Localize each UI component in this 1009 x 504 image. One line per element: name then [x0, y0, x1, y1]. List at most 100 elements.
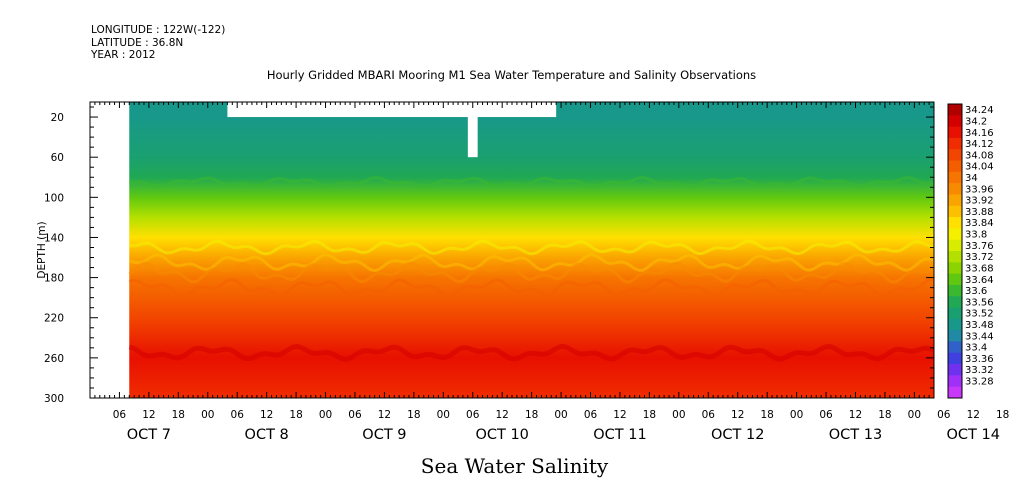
x-hour-label: 00 — [908, 409, 921, 421]
y-axis-label: DEPTH (m) — [36, 221, 48, 278]
x-date-label: OCT 11 — [593, 427, 646, 443]
colorbar-label: 34.2 — [965, 116, 987, 127]
colorbar-swatch — [948, 341, 962, 354]
colorbar-swatch — [948, 375, 962, 388]
colorbar-swatch — [948, 115, 962, 128]
colorbar-label: 33.36 — [965, 354, 994, 365]
colorbar-label: 34.16 — [965, 128, 994, 139]
isohaline-contour — [129, 253, 934, 273]
colorbar-label: 34 — [965, 173, 978, 184]
x-hour-label: 00 — [201, 409, 214, 421]
x-hour-label: 00 — [554, 409, 567, 421]
x-hour-label: 06 — [231, 409, 245, 421]
y-tick-label: 20 — [51, 112, 64, 124]
x-date-label: OCT 12 — [711, 427, 764, 443]
colorbar-swatch — [948, 330, 962, 342]
colorbar-swatch — [948, 251, 962, 263]
x-hour-label: 12 — [260, 409, 273, 421]
colorbar-swatch — [948, 126, 962, 139]
x-hour-label: 18 — [407, 409, 420, 421]
x-hour-label: 12 — [849, 409, 862, 421]
isohaline-waves — [128, 175, 934, 362]
colorbar-label: 33.84 — [965, 218, 994, 229]
colorbar-label: 34.04 — [965, 162, 994, 173]
colorbar-swatch — [948, 352, 962, 365]
colorbar-swatch — [948, 273, 962, 286]
isohaline-contour — [129, 175, 934, 189]
colorbar-swatch — [948, 137, 962, 150]
colorbar-swatch — [948, 307, 962, 320]
y-tick-label: 300 — [44, 393, 64, 405]
isohaline-contour — [128, 343, 934, 362]
colorbar-label: 33.56 — [965, 297, 994, 308]
y-tick-label: 260 — [44, 353, 64, 365]
x-hour-label: 12 — [731, 409, 744, 421]
colorbar-label: 33.88 — [965, 207, 994, 218]
salinity-field — [129, 102, 934, 398]
x-hour-label: 18 — [878, 409, 891, 421]
colorbar-swatch — [948, 296, 962, 309]
isohaline-contour — [128, 261, 934, 284]
colorbar-label: 33.76 — [965, 241, 994, 252]
x-hour-label: 12 — [495, 409, 508, 421]
colorbar-swatch — [948, 104, 962, 116]
colorbar-swatch — [948, 217, 962, 229]
colorbar-swatch — [948, 205, 962, 218]
x-hour-label: 18 — [996, 409, 1009, 421]
x-hour-label: 12 — [142, 409, 155, 421]
x-hour-label: 18 — [643, 409, 656, 421]
colorbar-label: 33.92 — [965, 196, 994, 207]
colorbar-swatch — [948, 262, 962, 275]
colorbar-swatch — [948, 364, 962, 376]
x-hour-label: 12 — [378, 409, 391, 421]
chart-title: Hourly Gridded MBARI Mooring M1 Sea Wate… — [266, 68, 757, 82]
colorbar-swatch — [948, 284, 962, 297]
x-hour-label: 06 — [819, 409, 833, 421]
colorbar-label: 33.72 — [965, 252, 994, 263]
colorbar-label: 34.24 — [965, 105, 994, 116]
colorbar-label: 33.8 — [965, 230, 987, 241]
colorbar-label: 33.32 — [965, 365, 994, 376]
x-hour-label: 12 — [613, 409, 626, 421]
longitude-label: LONGITUDE : 122W(-122) — [91, 24, 226, 36]
y-tick-label: 180 — [44, 273, 64, 285]
x-date-label: OCT 10 — [475, 427, 528, 443]
x-hour-label: 18 — [760, 409, 773, 421]
x-date-label: OCT 14 — [947, 427, 1000, 443]
colorbar-label: 33.28 — [965, 377, 994, 388]
y-tick-label: 60 — [51, 152, 64, 164]
x-date-label: OCT 9 — [362, 427, 406, 443]
y-axis: 20 60 100 140 180 220 260 300 — [44, 106, 934, 405]
colorbar-label: 33.96 — [965, 184, 994, 195]
colorbar-label: 33.52 — [965, 309, 994, 320]
y-tick-label: 140 — [44, 232, 64, 244]
x-hour-label: 18 — [289, 409, 302, 421]
x-hour-label: 00 — [319, 409, 332, 421]
x-hour-label: 06 — [702, 409, 716, 421]
x-axis-title: Sea Water Salinity — [420, 454, 609, 478]
colorbar-label: 33.6 — [965, 286, 987, 297]
x-date-label: OCT 8 — [245, 427, 289, 443]
colorbar-swatch — [948, 318, 962, 331]
x-hour-label: 18 — [172, 409, 185, 421]
colorbar-label: 34.12 — [965, 139, 994, 150]
x-hour-label: 06 — [348, 409, 362, 421]
latitude-label: LATITUDE : 36.8N — [91, 36, 184, 49]
y-tick-label: 100 — [44, 192, 64, 204]
isohaline-contour — [128, 278, 934, 298]
x-hour-label: 12 — [967, 409, 980, 421]
colorbar: 34.2434.234.1634.1234.0834.043433.9633.9… — [947, 103, 994, 399]
colorbar-label: 33.44 — [965, 331, 994, 342]
missing-data-regions — [227, 102, 557, 158]
x-axis: 06 12 18 00 06 12 18 00 06 12 18 00 06 12 18 00 06 12 18 00… — [89, 102, 1009, 443]
colorbar-swatch — [948, 228, 962, 241]
x-hour-label: 00 — [437, 409, 450, 421]
y-tick-label: 220 — [44, 313, 64, 325]
year-label: YEAR : 2012 — [91, 49, 156, 61]
colorbar-label: 33.68 — [965, 263, 994, 274]
x-date-label: OCT 7 — [127, 427, 171, 443]
colorbar-swatch — [948, 239, 962, 252]
colorbar-label: 34.08 — [965, 150, 994, 161]
colorbar-label: 33.64 — [965, 275, 994, 286]
